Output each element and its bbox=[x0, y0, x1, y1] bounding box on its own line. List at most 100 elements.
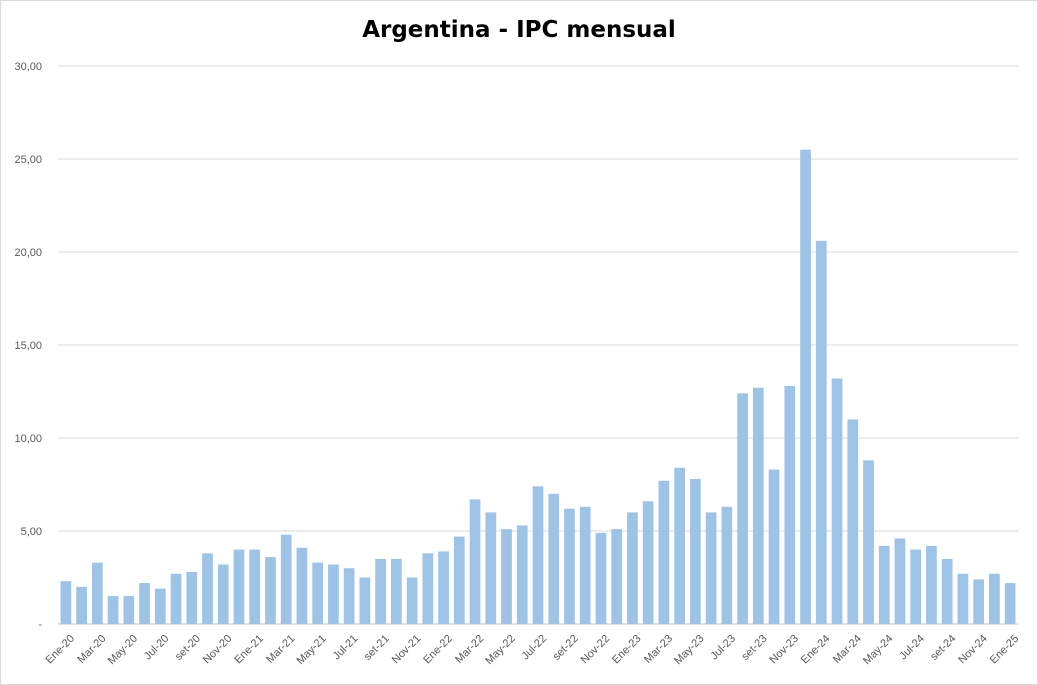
bar bbox=[532, 486, 544, 624]
bar bbox=[894, 538, 906, 624]
x-tick-label: Jul-23 bbox=[708, 633, 738, 663]
bar bbox=[611, 529, 623, 624]
bar bbox=[768, 469, 780, 624]
y-tick-label: 30,00 bbox=[14, 61, 42, 73]
bar bbox=[737, 393, 748, 624]
x-tick-label: Jul-22 bbox=[520, 633, 550, 663]
x-tick-label: Mar-24 bbox=[831, 633, 864, 666]
bar bbox=[469, 499, 481, 624]
bar bbox=[815, 240, 827, 624]
bar bbox=[91, 562, 103, 624]
bar bbox=[217, 564, 229, 624]
x-tick-label: Nov-24 bbox=[956, 633, 990, 667]
x-tick-label: set-22 bbox=[551, 633, 581, 663]
x-tick-label: Ene-23 bbox=[610, 633, 644, 667]
bars bbox=[60, 149, 1016, 624]
x-tick-label: Ene-21 bbox=[232, 633, 266, 667]
bar bbox=[107, 596, 119, 624]
bar bbox=[406, 577, 418, 624]
bar bbox=[957, 573, 969, 624]
bar bbox=[438, 551, 449, 624]
y-tick-label: 5,00 bbox=[21, 526, 42, 538]
x-tick-label: May-24 bbox=[861, 633, 895, 667]
x-tick-label: Mar-23 bbox=[642, 633, 675, 666]
x-tick-label: set-23 bbox=[739, 633, 769, 663]
bar bbox=[658, 480, 670, 624]
bar bbox=[752, 387, 764, 624]
x-tick-label: Nov-22 bbox=[579, 633, 613, 667]
bar bbox=[202, 553, 213, 624]
bar bbox=[296, 547, 308, 624]
bar bbox=[579, 506, 591, 624]
x-tick-label: Jul-21 bbox=[331, 633, 361, 663]
bar bbox=[186, 571, 198, 624]
bar bbox=[800, 149, 811, 624]
bar bbox=[328, 564, 339, 624]
x-tick-label: Jul-20 bbox=[142, 633, 172, 663]
bar bbox=[642, 501, 654, 624]
x-tick-label: May-23 bbox=[672, 633, 706, 667]
x-tick-label: May-20 bbox=[106, 633, 140, 667]
y-tick-label: 15,00 bbox=[14, 340, 42, 352]
bar bbox=[627, 512, 638, 624]
bar bbox=[359, 577, 371, 624]
bar bbox=[690, 478, 701, 624]
chart-title: Argentina - IPC mensual bbox=[362, 17, 676, 43]
bar bbox=[831, 378, 843, 624]
x-tick-label: May-22 bbox=[483, 633, 517, 667]
bar bbox=[76, 586, 87, 624]
bar bbox=[154, 588, 166, 624]
x-tick-label: set-24 bbox=[928, 633, 958, 663]
bar bbox=[941, 558, 953, 624]
bar bbox=[123, 596, 135, 624]
y-tick-label: - bbox=[38, 619, 42, 631]
bar bbox=[1004, 583, 1016, 624]
bar bbox=[548, 493, 560, 624]
bar bbox=[249, 549, 261, 624]
x-tick-label: Nov-23 bbox=[767, 633, 801, 667]
bar bbox=[516, 525, 528, 624]
x-tick-label: Ene-25 bbox=[988, 633, 1022, 667]
bar bbox=[60, 581, 72, 624]
bar bbox=[233, 549, 245, 624]
bar bbox=[847, 419, 859, 624]
bar bbox=[485, 512, 497, 624]
bar bbox=[422, 553, 434, 624]
bar bbox=[989, 573, 1000, 624]
x-tick-label: Mar-22 bbox=[453, 633, 486, 666]
x-tick-label: Mar-20 bbox=[75, 633, 108, 666]
y-tick-label: 20,00 bbox=[14, 247, 42, 259]
x-tick-label: set-21 bbox=[362, 633, 392, 663]
bar bbox=[312, 562, 324, 624]
bar bbox=[878, 545, 890, 624]
bar bbox=[375, 558, 386, 624]
x-tick-label: set-20 bbox=[173, 633, 203, 663]
bar bbox=[674, 467, 685, 624]
y-tick-label: 10,00 bbox=[14, 433, 42, 445]
x-tick-label: Jul-24 bbox=[897, 633, 927, 663]
y-tick-label: 25,00 bbox=[14, 154, 42, 166]
bar bbox=[280, 534, 292, 624]
x-tick-label: Ene-24 bbox=[799, 633, 833, 667]
bar bbox=[784, 385, 796, 624]
bar bbox=[973, 579, 984, 624]
x-tick-label: Mar-21 bbox=[264, 633, 297, 666]
x-tick-label: Ene-20 bbox=[44, 633, 78, 667]
bar bbox=[139, 583, 150, 624]
bar bbox=[926, 545, 937, 624]
x-tick-label: Ene-22 bbox=[421, 633, 455, 667]
bar bbox=[705, 512, 717, 624]
x-tick-label: Nov-21 bbox=[390, 633, 424, 667]
y-axis-ticks: - 5,00 10,00 15,00 20,00 25,00 30,00 bbox=[14, 61, 42, 631]
bar bbox=[564, 508, 575, 624]
bar bbox=[265, 557, 276, 624]
bar bbox=[391, 558, 402, 624]
bar bbox=[721, 506, 733, 624]
bar bbox=[501, 529, 512, 624]
bar bbox=[863, 460, 874, 624]
x-tick-label: May-21 bbox=[294, 633, 328, 667]
bar bbox=[453, 536, 465, 624]
bar bbox=[595, 532, 607, 624]
